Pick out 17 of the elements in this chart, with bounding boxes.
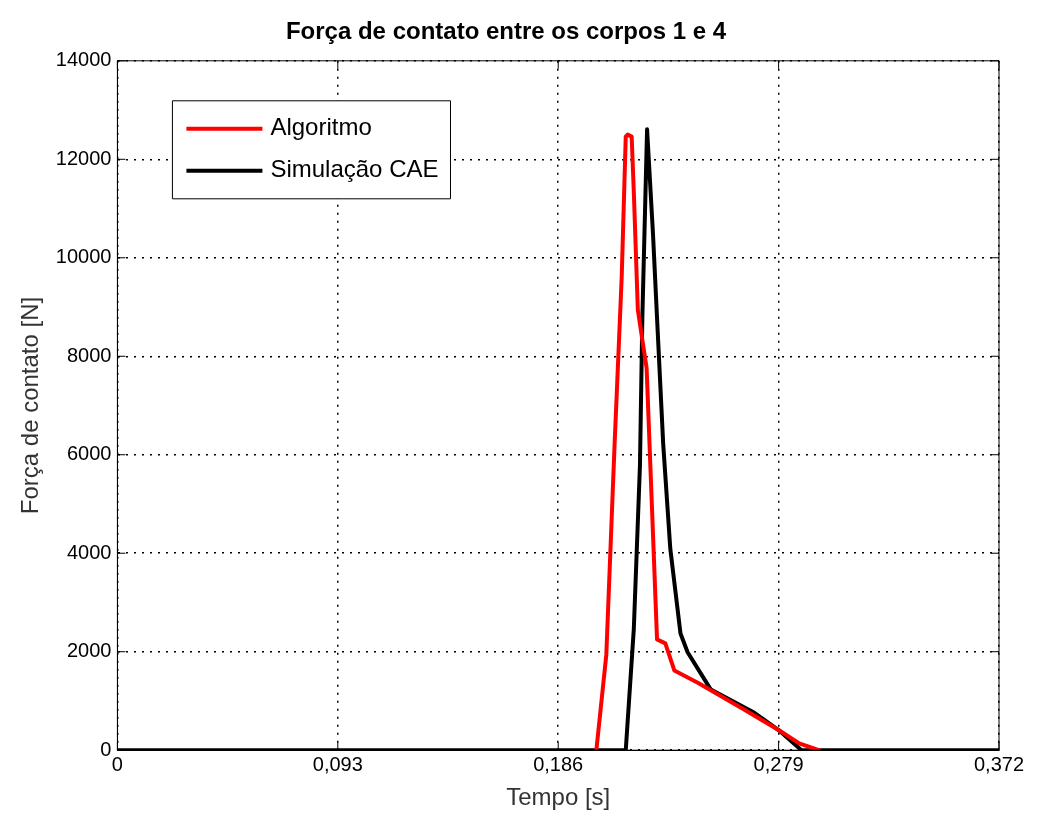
y-tick-label: 12000 xyxy=(55,146,112,169)
y-axis-title: Força de contato [N] xyxy=(16,296,44,515)
legend-label: Simulação CAE xyxy=(270,155,439,183)
y-tick-label: 2000 xyxy=(66,639,112,662)
chart-title: Força de contato entre os corpos 1 e 4 xyxy=(285,17,727,45)
x-axis-title: Tempo [s] xyxy=(506,783,611,811)
x-tick-label: 0,372 xyxy=(973,752,1025,775)
y-tick-label: 8000 xyxy=(66,343,112,366)
x-tick-label: 0,093 xyxy=(312,752,363,775)
legend-label: Algoritmo xyxy=(270,113,372,141)
y-tick-label: 6000 xyxy=(66,442,112,465)
y-tick-label: 14000 xyxy=(55,48,112,71)
y-tick-label: 4000 xyxy=(66,540,112,563)
y-tick-label: 10000 xyxy=(55,245,112,268)
y-tick-label: 0 xyxy=(100,737,112,760)
x-tick-label: 0,186 xyxy=(533,752,584,775)
x-tick-label: 0,279 xyxy=(753,752,804,775)
